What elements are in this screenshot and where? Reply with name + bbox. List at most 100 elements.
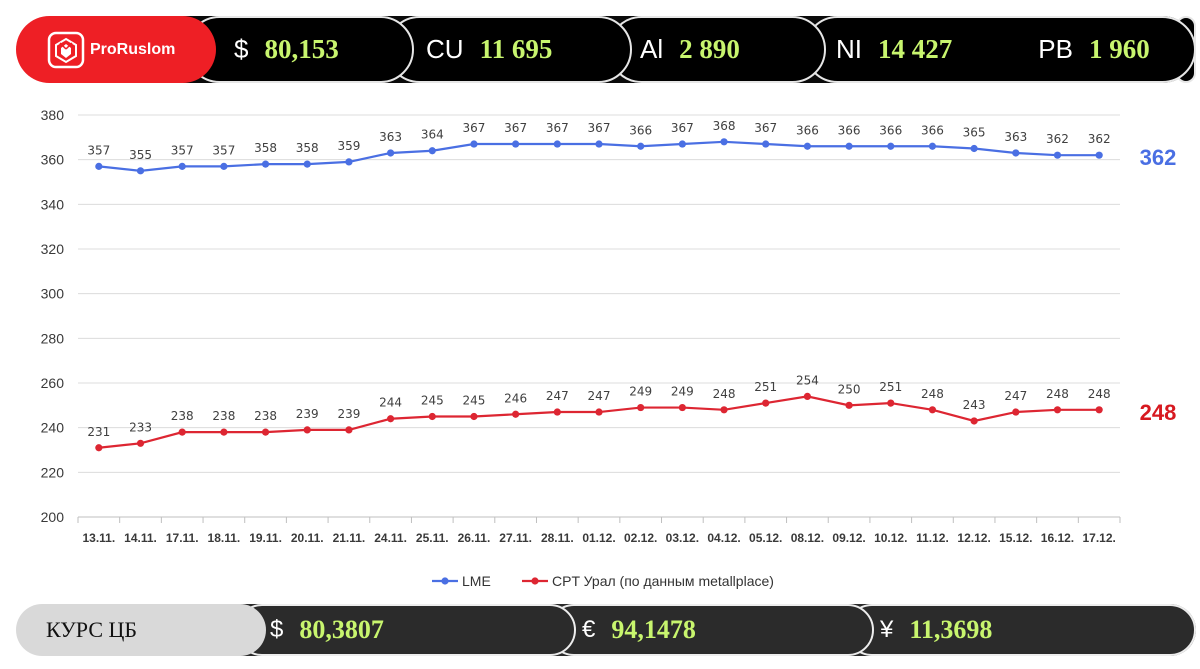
chart-gridlines: [78, 114, 1120, 518]
data-point: [1053, 151, 1062, 159]
x-tick-label: 25.11.: [416, 531, 449, 545]
data-point: [762, 399, 770, 407]
y-tick-label: 260: [41, 375, 65, 391]
quote-usd: $ 80,153: [186, 16, 414, 83]
data-label: 366: [796, 123, 819, 137]
brand-logo: ProRuslom: [16, 16, 216, 83]
data-label: 239: [296, 407, 319, 421]
data-point: [512, 140, 520, 148]
x-tick-label: 18.11.: [208, 531, 241, 545]
x-axis: 13.11. 14.11. 17.11. 18.11. 19.11. 20.11. 21.1…: [77, 517, 1121, 545]
rate-cny-value: 11,3698: [909, 615, 993, 644]
data-label: 363: [1004, 130, 1027, 144]
data-label: 238: [171, 409, 194, 423]
quote-cu-symbol: CU: [426, 34, 464, 64]
quote-ni-pb: NI 14 427 PB 1 960: [804, 16, 1196, 83]
x-tick-label: 12.12.: [957, 531, 990, 545]
data-point: [470, 140, 478, 148]
central-bank-rates: ¥ 11,3698 € 94,1478 $ 80,3807 КУРС ЦБ: [16, 604, 1196, 656]
quote-al: Al 2 890: [608, 16, 826, 83]
x-tick-label: 17.11.: [166, 531, 199, 545]
data-label: 245: [463, 394, 486, 408]
data-point: [220, 428, 228, 436]
data-point: [136, 167, 145, 175]
data-label: 358: [254, 141, 277, 155]
data-point: [387, 149, 395, 157]
data-point: [95, 162, 103, 170]
data-label: 365: [963, 126, 986, 140]
data-point: [803, 142, 812, 150]
quote-al-value: 2 890: [679, 34, 740, 64]
y-tick-label: 200: [41, 509, 65, 525]
data-label: 367: [588, 121, 611, 135]
x-tick-label: 24.11.: [374, 531, 407, 545]
x-tick-label: 20.11.: [291, 531, 324, 545]
data-point: [845, 142, 853, 150]
rate-cny: ¥ 11,3698: [846, 604, 1196, 656]
rate-cny-symbol: ¥: [880, 616, 894, 643]
data-point: [220, 162, 228, 170]
data-point: [178, 162, 186, 170]
series-lme: 357 355 357 357 358 358 359 363 364 367 367 367 367 3…: [87, 119, 1111, 175]
data-label: 357: [171, 143, 194, 157]
rate-eur-symbol: €: [582, 616, 596, 643]
data-label: 249: [629, 385, 652, 399]
data-point: [637, 142, 645, 150]
chart-legend: LME CPT Урал (по данным metallplace): [432, 573, 774, 589]
data-point: [970, 417, 978, 425]
quote-usd-value: 80,153: [264, 34, 339, 64]
rate-usd: $ 80,3807: [236, 604, 576, 656]
y-tick-label: 380: [41, 107, 65, 123]
data-label: 366: [879, 123, 902, 137]
rate-eur-value: 94,1478: [611, 615, 696, 644]
x-tick-label: 08.12.: [791, 531, 824, 545]
quote-ni-symbol: NI: [836, 34, 862, 64]
x-tick-label: 26.11.: [458, 531, 491, 545]
data-label: 247: [1004, 389, 1027, 403]
data-label: 366: [629, 123, 652, 137]
data-label: 357: [87, 143, 110, 157]
y-tick-label: 280: [41, 330, 65, 346]
data-point: [928, 142, 937, 150]
price-line-chart: 200 220 240 260 280 300 320 340 360 380 13.11. 14.…: [41, 107, 1177, 589]
series-last-value: 362: [1140, 145, 1177, 170]
chart-series: 357 355 357 357 358 358 359 363 364 367 367 367 367 3…: [87, 119, 1111, 452]
data-point: [1053, 406, 1062, 414]
series-cpt-ural: 231 233 238 238 238 239 239 244 245 245 246 247 247 2…: [87, 373, 1111, 452]
x-tick-label: 14.11.: [124, 531, 157, 545]
data-label: 367: [463, 121, 486, 135]
series-last-values: 362 248: [1140, 145, 1177, 425]
x-tick-label: 28.11.: [541, 531, 574, 545]
data-point: [637, 403, 645, 412]
y-tick-label: 220: [41, 464, 65, 480]
x-tick-label: 10.12.: [874, 531, 907, 545]
data-label: 364: [421, 128, 444, 142]
data-point: [720, 406, 728, 414]
data-point: [887, 399, 895, 407]
data-label: 250: [838, 382, 861, 396]
data-label: 367: [546, 121, 569, 135]
data-point: [387, 415, 395, 423]
x-tick-label: 03.12.: [666, 531, 699, 545]
quote-cu-value: 11 695: [479, 34, 553, 64]
data-label: 359: [337, 139, 360, 153]
rates-title-pill: КУРС ЦБ: [16, 604, 266, 656]
data-label: 248: [713, 387, 736, 401]
data-point: [553, 408, 561, 416]
data-label: 251: [754, 380, 777, 394]
data-label: 362: [1088, 132, 1111, 146]
x-tick-label: 11.12.: [916, 531, 949, 545]
data-point: [762, 140, 770, 148]
lion-emblem-icon: [47, 31, 85, 68]
data-label: 367: [504, 121, 527, 135]
data-label: 245: [421, 394, 444, 408]
data-point: [845, 401, 853, 409]
data-label: 363: [379, 130, 402, 144]
data-point: [512, 410, 520, 418]
data-point: [595, 140, 603, 148]
y-axis: 200 220 240 260 280 300 320 340 360 380: [41, 107, 65, 525]
data-label: 247: [546, 389, 569, 403]
brand-name: ProRuslom: [90, 40, 176, 58]
data-point: [136, 439, 145, 447]
y-tick-label: 300: [41, 286, 65, 302]
